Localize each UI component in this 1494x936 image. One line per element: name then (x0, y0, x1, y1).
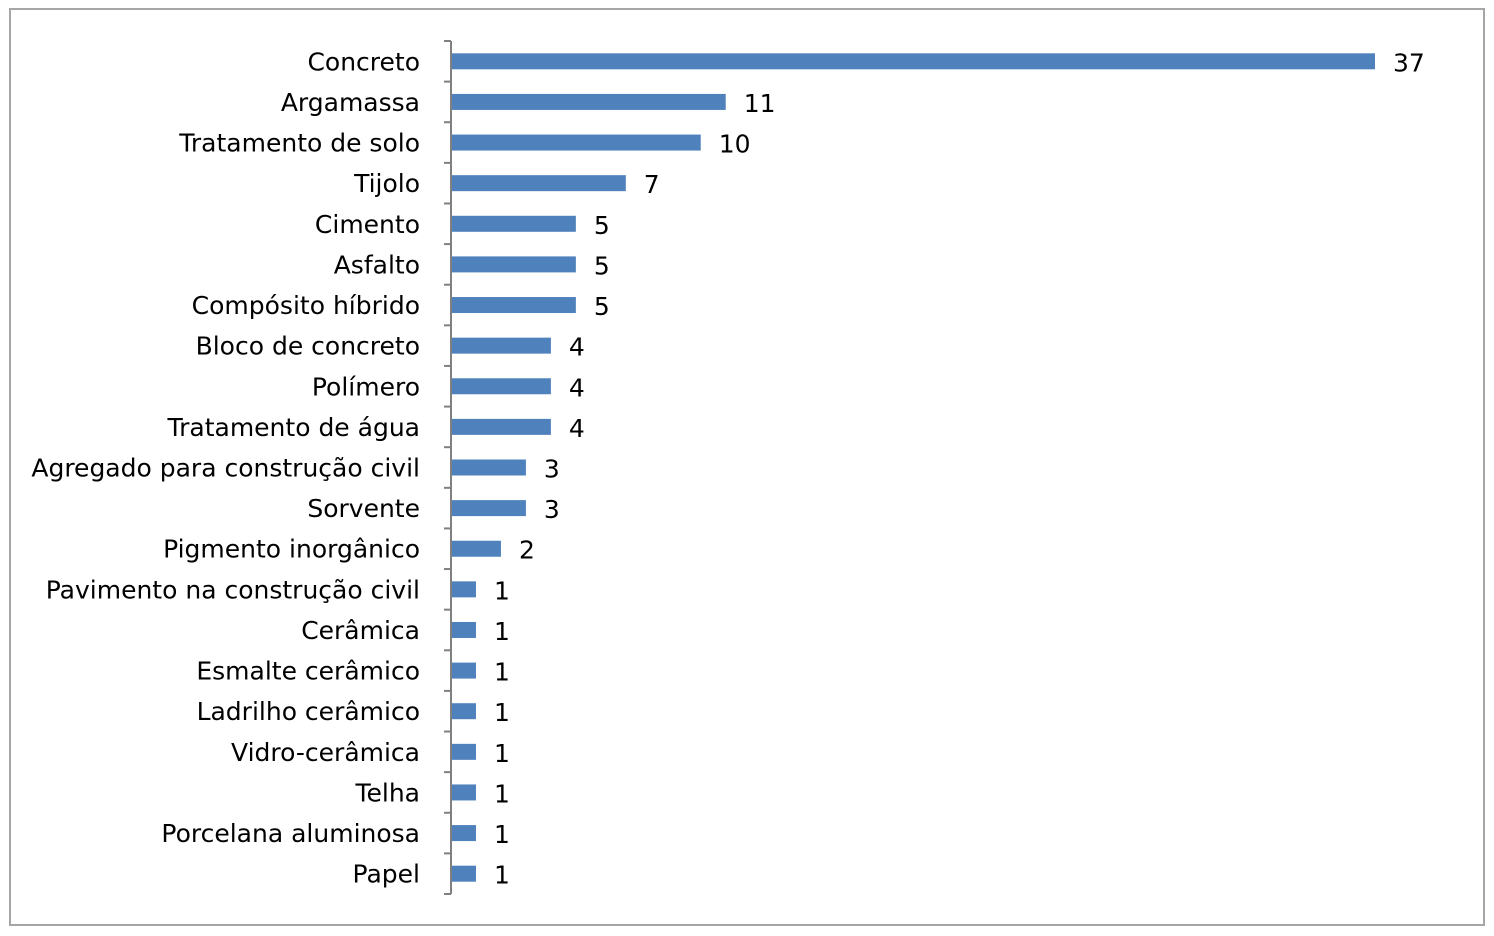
value-label: 5 (594, 292, 610, 321)
value-label: 37 (1393, 48, 1425, 77)
bar (452, 53, 1375, 70)
bar (452, 378, 551, 395)
category-label: Esmalte cerâmico (196, 657, 420, 686)
category-axis (444, 40, 452, 895)
bar (452, 662, 476, 679)
chart-frame: Concreto Argamassa Tratamento de solo Tijol… (9, 8, 1485, 926)
category-label: Polímero (312, 372, 420, 401)
bar (452, 621, 476, 638)
bars-layer (452, 53, 1375, 882)
category-label: Pavimento na construção civil (46, 575, 420, 604)
category-label: Porcelana aluminosa (161, 819, 420, 848)
value-label: 11 (744, 89, 776, 118)
category-label: Telha (354, 778, 420, 807)
bar (452, 215, 576, 232)
category-label: Vidro-cerâmica (231, 738, 420, 767)
bar (452, 581, 476, 598)
value-label: 1 (494, 658, 510, 687)
value-label: 1 (494, 739, 510, 768)
category-label: Concreto (307, 47, 420, 76)
value-label: 4 (569, 333, 585, 362)
category-label: Pigmento inorgânico (163, 535, 420, 564)
bar (452, 337, 551, 354)
bar (452, 703, 476, 720)
bar (452, 256, 576, 273)
bar (452, 865, 476, 882)
category-label: Sorvente (307, 494, 420, 523)
value-label: 1 (494, 698, 510, 727)
bar (452, 743, 476, 760)
category-label: Tijolo (353, 169, 420, 198)
value-label: 1 (494, 576, 510, 605)
value-label: 4 (569, 414, 585, 443)
bar (452, 540, 501, 557)
value-label: 1 (494, 861, 510, 890)
category-label: Compósito híbrido (192, 291, 420, 320)
bar (452, 418, 551, 435)
category-label: Cerâmica (301, 616, 420, 645)
bar (452, 500, 526, 517)
bar (452, 825, 476, 842)
value-label: 4 (569, 373, 585, 402)
value-label: 7 (644, 170, 660, 199)
bar (452, 93, 726, 110)
category-label: Cimento (315, 210, 420, 239)
category-label: Bloco de concreto (196, 332, 420, 361)
bar (452, 175, 626, 192)
bar (452, 459, 526, 476)
bar (452, 297, 576, 314)
value-label: 10 (719, 130, 751, 159)
value-label: 1 (494, 820, 510, 849)
value-label: 3 (544, 455, 560, 484)
category-label: Tratamento de água (167, 413, 421, 442)
category-labels: Concreto Argamassa Tratamento de solo Tijol… (31, 47, 420, 888)
value-label: 1 (494, 779, 510, 808)
value-label: 3 (544, 495, 560, 524)
category-label: Ladrilho cerâmico (197, 697, 420, 726)
category-label: Asfalto (334, 250, 420, 279)
bar (452, 134, 701, 151)
category-label: Papel (353, 860, 420, 889)
value-label: 5 (594, 211, 610, 240)
category-label: Tratamento de solo (178, 129, 420, 158)
value-label: 2 (519, 536, 535, 565)
value-label: 1 (494, 617, 510, 646)
bar (452, 784, 476, 801)
category-label: Argamassa (281, 88, 420, 117)
category-label: Agregado para construção civil (31, 454, 420, 483)
value-label: 5 (594, 251, 610, 280)
